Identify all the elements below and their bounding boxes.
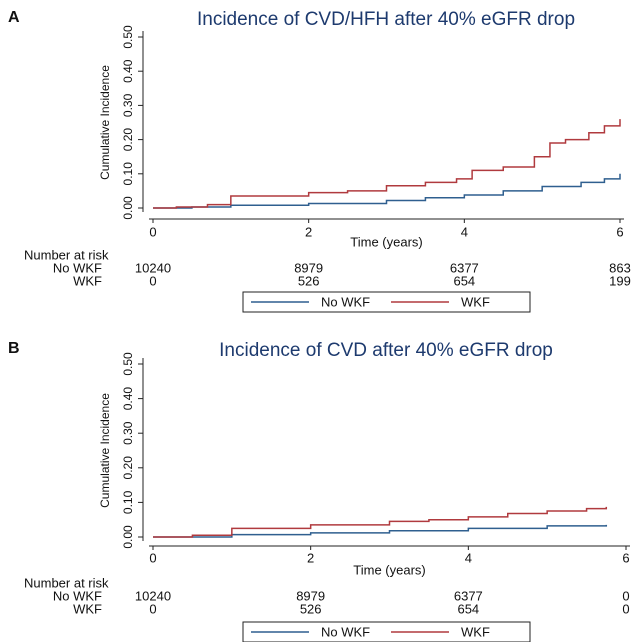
x-tick-label: 0 <box>149 550 156 565</box>
risk-row-label: No WKF <box>53 588 102 603</box>
y-axis-label: Cumulative Incidence <box>98 65 112 180</box>
y-tick-label: 0.00 <box>121 525 135 549</box>
y-tick-label: 0.40 <box>121 387 135 411</box>
survival-curve <box>153 173 621 209</box>
y-tick-label: 0.50 <box>121 25 135 49</box>
y-tick-label: 0.10 <box>121 490 135 514</box>
risk-value: 863 <box>609 260 631 275</box>
x-tick-label: 2 <box>305 224 312 239</box>
x-tick-label: 4 <box>461 224 468 239</box>
risk-value: 0 <box>149 273 156 288</box>
y-tick-label: 0.20 <box>121 128 135 152</box>
risk-table-label: Number at risk <box>24 575 109 590</box>
risk-value: 199 <box>609 273 631 288</box>
risk-table-label: Number at risk <box>24 247 109 262</box>
risk-value: 6377 <box>450 260 479 275</box>
survival-curve <box>153 506 608 538</box>
legend-label: WKF <box>461 294 490 309</box>
panel-label: B <box>8 340 20 357</box>
y-tick-label: 0.20 <box>121 456 135 480</box>
risk-value: 0 <box>622 588 629 603</box>
legend-box <box>242 621 531 642</box>
legend-box <box>242 291 531 313</box>
x-tick-label: 4 <box>465 550 472 565</box>
risk-value: 8979 <box>296 588 325 603</box>
risk-value: 654 <box>453 273 475 288</box>
risk-value: 10240 <box>135 260 171 275</box>
chart-title: Incidence of CVD/HFH after 40% eGFR drop <box>197 9 575 30</box>
y-tick-label: 0.30 <box>121 93 135 117</box>
risk-row-label: WKF <box>73 273 102 288</box>
y-tick-label: 0.30 <box>121 421 135 445</box>
risk-value: 526 <box>300 601 322 616</box>
legend-label: No WKF <box>321 624 370 639</box>
risk-value: 654 <box>457 601 479 616</box>
x-axis-label: Time (years) <box>350 234 422 249</box>
y-tick-label: 0.10 <box>121 162 135 186</box>
risk-value: 526 <box>298 273 320 288</box>
legend-label: WKF <box>461 624 490 639</box>
x-tick-label: 6 <box>616 224 623 239</box>
risk-value: 0 <box>149 601 156 616</box>
risk-row-label: WKF <box>73 601 102 616</box>
risk-row-label: No WKF <box>53 260 102 275</box>
x-tick-label: 0 <box>149 224 156 239</box>
y-tick-label: 0.00 <box>121 196 135 220</box>
y-tick-label: 0.50 <box>121 352 135 376</box>
x-axis-label: Time (years) <box>353 562 425 577</box>
risk-value: 6377 <box>454 588 483 603</box>
risk-value: 8979 <box>294 260 323 275</box>
legend-label: No WKF <box>321 294 370 309</box>
y-axis-label: Cumulative Incidence <box>98 393 112 508</box>
x-tick-label: 6 <box>622 550 629 565</box>
chart-title: Incidence of CVD after 40% eGFR drop <box>219 340 553 361</box>
risk-value: 0 <box>622 601 629 616</box>
survival-curve <box>153 119 621 209</box>
x-tick-label: 2 <box>307 550 314 565</box>
panel-label: A <box>8 9 20 26</box>
y-tick-label: 0.40 <box>121 59 135 83</box>
risk-value: 10240 <box>135 588 171 603</box>
